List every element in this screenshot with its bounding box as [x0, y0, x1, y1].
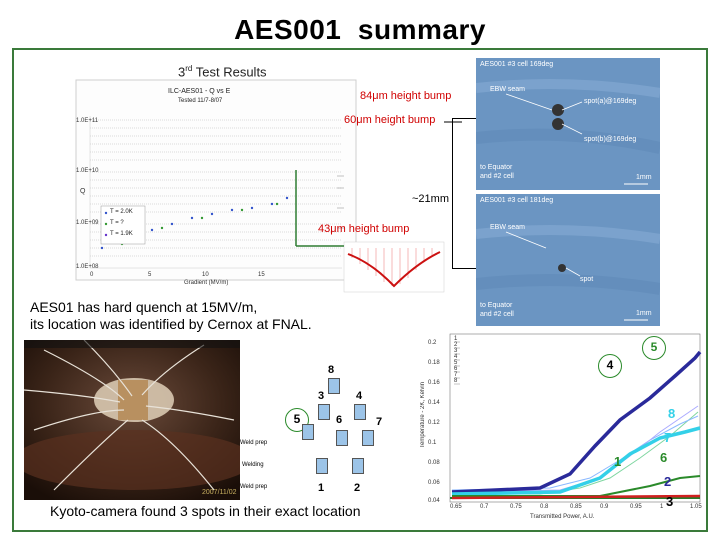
- temp-x-tick-7: 0.95: [630, 504, 642, 510]
- x-tick-1: 0: [90, 272, 94, 278]
- temp-x-tick-3: 0.75: [510, 504, 522, 510]
- legend-item-3: T = 1.9K: [110, 231, 133, 237]
- trace-label-7: 7: [664, 430, 672, 445]
- trace-label-2: 2: [664, 474, 672, 489]
- trace-label-3: 3: [666, 494, 674, 509]
- x-tick-4: 15: [258, 272, 265, 278]
- cell-7: [362, 430, 374, 446]
- cell-3: [318, 404, 330, 420]
- cell-8: [328, 378, 340, 394]
- legend-item-1: T = 2.0K: [110, 209, 133, 215]
- photo2-scale: 1mm: [636, 310, 652, 317]
- legend-item-2: T = ?: [110, 220, 124, 226]
- temp-y-tick-2: 0.18: [428, 360, 440, 366]
- quench-description: AES01 has hard quench at 15MV/m, its loc…: [30, 299, 312, 332]
- temp-x-tick-2: 0.7: [480, 504, 489, 510]
- photo1-ebw-seam: EBW seam: [490, 86, 526, 93]
- cell-4: [354, 404, 366, 420]
- cell-label-1: 1: [318, 482, 325, 494]
- temp-x-label: Transmitted Power, A.U.: [530, 514, 595, 520]
- trace-label-8: 8: [668, 406, 676, 421]
- cell-label-7: 7: [376, 416, 383, 428]
- temp-x-tick-6: 0.9: [600, 504, 609, 510]
- cavity-photo: 2007/11/02: [24, 340, 240, 500]
- bump-43-label: 43μm height bump: [318, 223, 410, 235]
- cell-label-8: 8: [328, 364, 335, 376]
- test-results-graphic: [72, 58, 462, 308]
- photo-date: 2007/11/02: [202, 489, 237, 496]
- temp-y-tick-5: 0.12: [428, 420, 440, 426]
- y-tick-1: 1.0E+11: [76, 118, 99, 124]
- slide-title: AES001 summary: [234, 14, 486, 45]
- y-axis-label: Q: [80, 188, 86, 195]
- content-frame: [12, 48, 708, 532]
- cell-label-6: 6: [336, 414, 343, 426]
- photo2-ebw-seam: EBW seam: [490, 224, 526, 231]
- temp-y-tick-8: 0.06: [428, 480, 440, 486]
- temp-x-tick-8: 1: [660, 504, 664, 510]
- chart-title: ILC-AES01 - Q vs E: [168, 88, 231, 95]
- y-tick-3: 1.0E+09: [76, 220, 99, 226]
- x-tick-3: 10: [202, 272, 209, 278]
- kyoto-caption: Kyoto-camera found 3 spots in their exac…: [50, 503, 361, 519]
- welding-label: Welding: [242, 462, 264, 468]
- x-axis-label: Gradient (MV/m): [184, 280, 229, 286]
- trace-label-4: 4: [598, 354, 622, 378]
- photo1-caption: AES001 #3 cell 169deg: [480, 61, 554, 68]
- photo2-equator-1: to Equator: [480, 302, 513, 309]
- temp-y-tick-6: 0.1: [428, 440, 437, 446]
- temp-y-tick-7: 0.08: [428, 460, 440, 466]
- weld-prep-label-1: Weld prep: [240, 440, 268, 446]
- connector-line-1: [452, 118, 478, 119]
- photo2-spot: spot: [580, 276, 594, 283]
- chart-subtitle: Tested 11/7-8/07: [178, 98, 223, 104]
- trace-label-1: 1: [614, 454, 622, 469]
- weld-prep-label-2: Weld prep: [240, 484, 268, 490]
- cell-6: [336, 430, 348, 446]
- cell-map: 8 3 4 5 6 7 1 2 Weld prep Welding Weld p…: [240, 356, 400, 502]
- connector-line-3: [452, 118, 453, 268]
- temp-x-tick-4: 0.8: [540, 504, 549, 510]
- photo2-caption: AES001 #3 cell 181deg: [480, 197, 554, 204]
- temp-x-tick-9: 1.05: [690, 504, 702, 510]
- temp-y-tick-1: 0.2: [428, 340, 437, 346]
- photo1-equator-1: to Equator: [480, 164, 513, 171]
- cell-photo-181deg: AES001 #3 cell 181deg EBW seam spot to E…: [476, 194, 660, 326]
- cell-label-4: 4: [356, 390, 363, 402]
- bump-60-label: 60μm height bump: [344, 114, 436, 126]
- y-tick-2: 1.0E+10: [76, 168, 99, 174]
- test-results-heading: 3rd Test Results: [178, 64, 267, 80]
- cell-2: [352, 458, 364, 474]
- temperature-chart: 0.2 0.18 0.16 0.14 0.12 0.1 0.08 0.06 0.…: [420, 328, 705, 528]
- y-tick-4: 1.0E+08: [76, 264, 99, 270]
- temp-y-tick-9: 0.04: [428, 498, 440, 504]
- distance-label: ~21mm: [412, 193, 449, 205]
- photo2-equator-2: and #2 cell: [480, 311, 514, 318]
- connector-line-2: [452, 268, 478, 269]
- temp-y-tick-4: 0.14: [428, 400, 440, 406]
- temperature-plot: [420, 328, 705, 528]
- trace-label-5: 5: [642, 336, 666, 360]
- photo1-equator-2: and #2 cell: [480, 173, 514, 180]
- temp-x-tick-1: 0.65: [450, 504, 462, 510]
- cell-label-2: 2: [354, 482, 361, 494]
- bump-84-label: 84μm height bump: [360, 90, 452, 102]
- trace-label-6: 6: [660, 450, 668, 465]
- test-results-panel: 3rd Test Results ILC-AES01 - Q vs E Test…: [72, 58, 462, 308]
- cell-photo-169deg: AES001 #3 cell 169deg EBW seam spot(a)@1…: [476, 58, 660, 190]
- photo1-spot-a: spot(a)@169deg: [584, 98, 637, 105]
- photo1-spot-b: spot(b)@169deg: [584, 136, 637, 143]
- cell-5: [302, 424, 314, 440]
- temp-y-label: Temperature - 2K, Kelvin: [420, 381, 427, 449]
- x-tick-2: 5: [148, 272, 152, 278]
- photo1-scale: 1mm: [636, 174, 652, 181]
- temp-y-tick-3: 0.16: [428, 380, 440, 386]
- cell-1: [316, 458, 328, 474]
- temp-x-tick-5: 0.85: [570, 504, 582, 510]
- cell-label-3: 3: [318, 390, 325, 402]
